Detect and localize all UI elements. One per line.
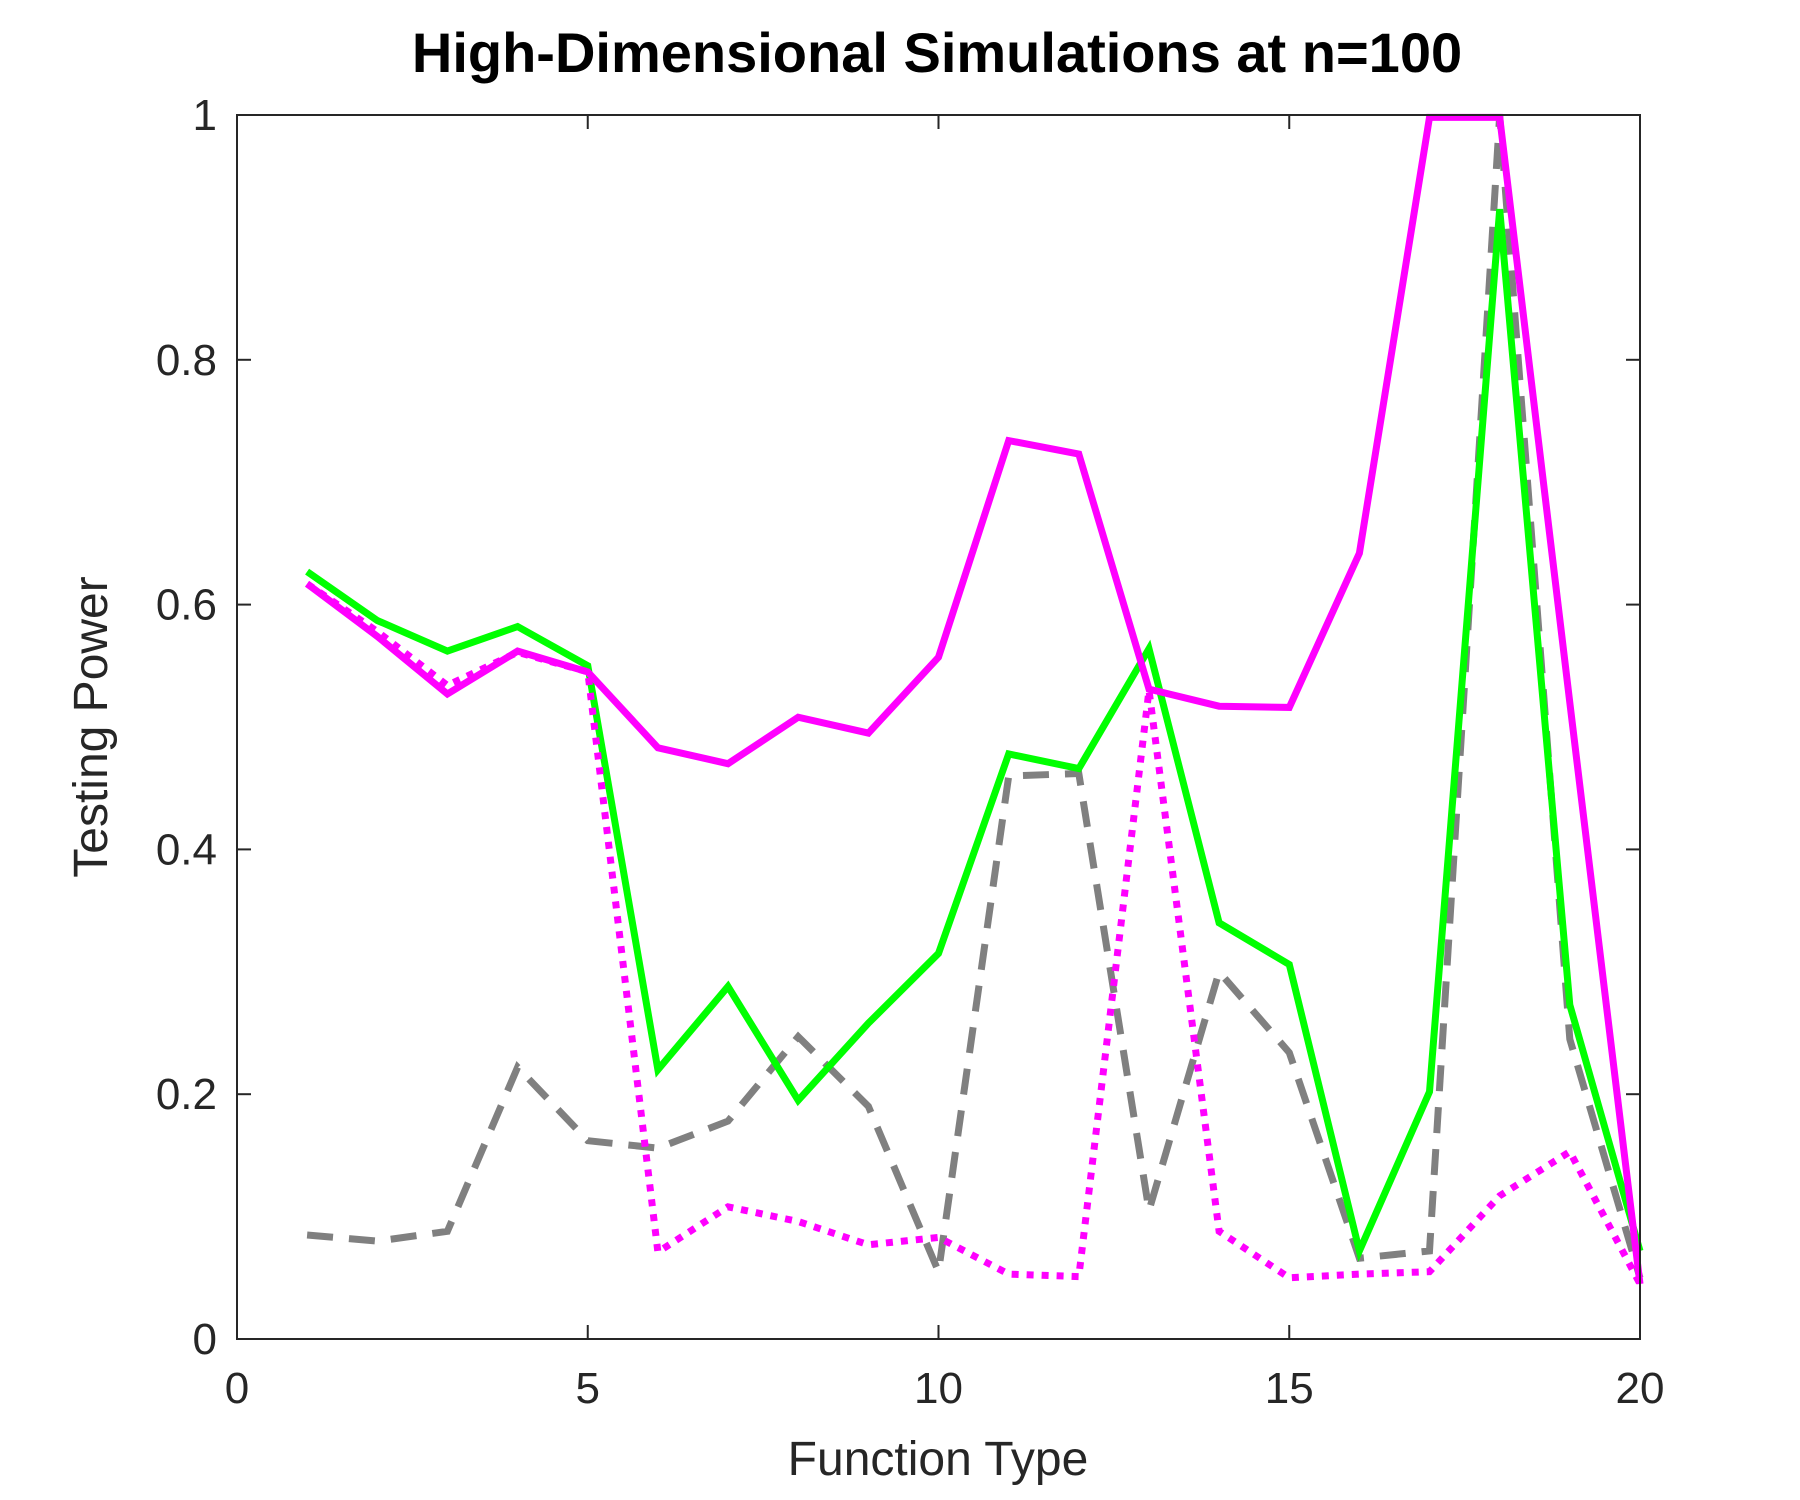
series-line-4-solid <box>305 113 1644 1285</box>
y-tick-label: 0.8 <box>156 336 217 385</box>
y-tick-label: 0.2 <box>156 1070 217 1119</box>
axes: 0 5 10 15 20 0 0.2 0.4 0.6 0.8 1 <box>156 91 1665 1413</box>
series-line-2-solid <box>305 208 1644 1262</box>
y-tick-label: 0.4 <box>156 825 217 874</box>
series-line-1-dashed <box>306 114 1644 1285</box>
series-layer <box>305 113 1644 1286</box>
plot-area-border <box>236 114 1641 1340</box>
x-tick-label: 15 <box>1265 1364 1314 1413</box>
y-tick-label: 0.6 <box>156 581 217 630</box>
chart-title: High-Dimensional Simulations at n=100 <box>412 21 1462 84</box>
x-tick-label: 0 <box>225 1364 249 1413</box>
y-tick-label: 1 <box>193 91 217 140</box>
x-tick-label: 10 <box>914 1364 963 1413</box>
y-axis-label: Testing Power <box>65 576 118 877</box>
y-tick-label: 0 <box>193 1315 217 1364</box>
x-tick-label: 5 <box>576 1364 600 1413</box>
x-tick-label: 20 <box>1616 1364 1665 1413</box>
x-axis-label: Function Type <box>788 1433 1089 1486</box>
series-line-3-dotted <box>305 580 1644 1286</box>
